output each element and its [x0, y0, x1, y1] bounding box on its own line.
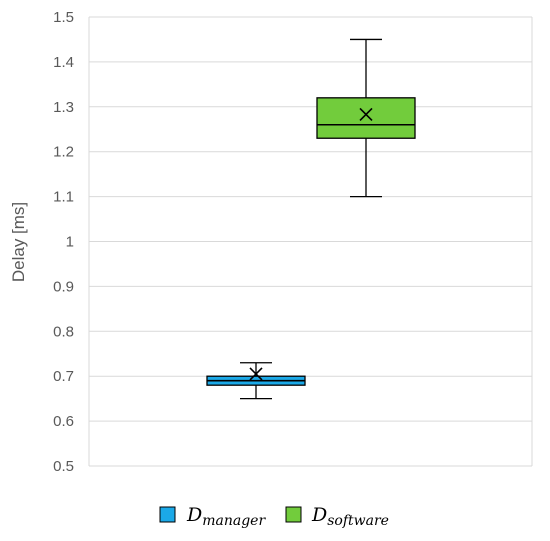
mean-marker [359, 107, 373, 121]
y-tick-label: 1.5 [53, 9, 74, 26]
y-tick-label: 0.9 [53, 278, 74, 295]
box-series [206, 38, 416, 400]
grid-lines [88, 16, 533, 467]
legend-swatch [285, 506, 302, 523]
legend-item-software: Dsoftware [285, 504, 389, 529]
y-tick-label: 0.7 [53, 368, 74, 385]
legend-item-manager: Dmanager [159, 504, 266, 529]
legend-label-subscript: software [327, 513, 389, 529]
legend-label-main: D [186, 504, 202, 526]
legend-label-subscript: manager [202, 513, 266, 529]
legend-label-main: D [311, 504, 327, 526]
legend: Dmanager Dsoftware [159, 504, 389, 529]
y-tick-label: 1.3 [53, 99, 74, 116]
box-software [316, 38, 416, 198]
y-axis-title: Delay [ms] [9, 202, 28, 282]
iqr-box [316, 97, 416, 139]
legend-label: Dsoftware [311, 504, 389, 529]
y-tick-label: 1.1 [53, 189, 74, 206]
y-axis-ticks: 0.5 0.6 0.7 0.8 0.9 1 1.1 1.2 1.3 1.4 1.5 [53, 9, 74, 475]
y-tick-label: 0.5 [53, 458, 74, 475]
y-tick-label: 1.2 [53, 144, 74, 161]
y-tick-label: 0.8 [53, 323, 74, 340]
y-tick-label: 1 [66, 234, 74, 251]
box-manager [206, 362, 306, 400]
mean-marker [249, 367, 263, 381]
legend-swatch [159, 506, 176, 523]
y-tick-label: 1.4 [53, 54, 74, 71]
y-tick-label: 0.6 [53, 413, 74, 430]
legend-label: Dmanager [186, 504, 266, 529]
